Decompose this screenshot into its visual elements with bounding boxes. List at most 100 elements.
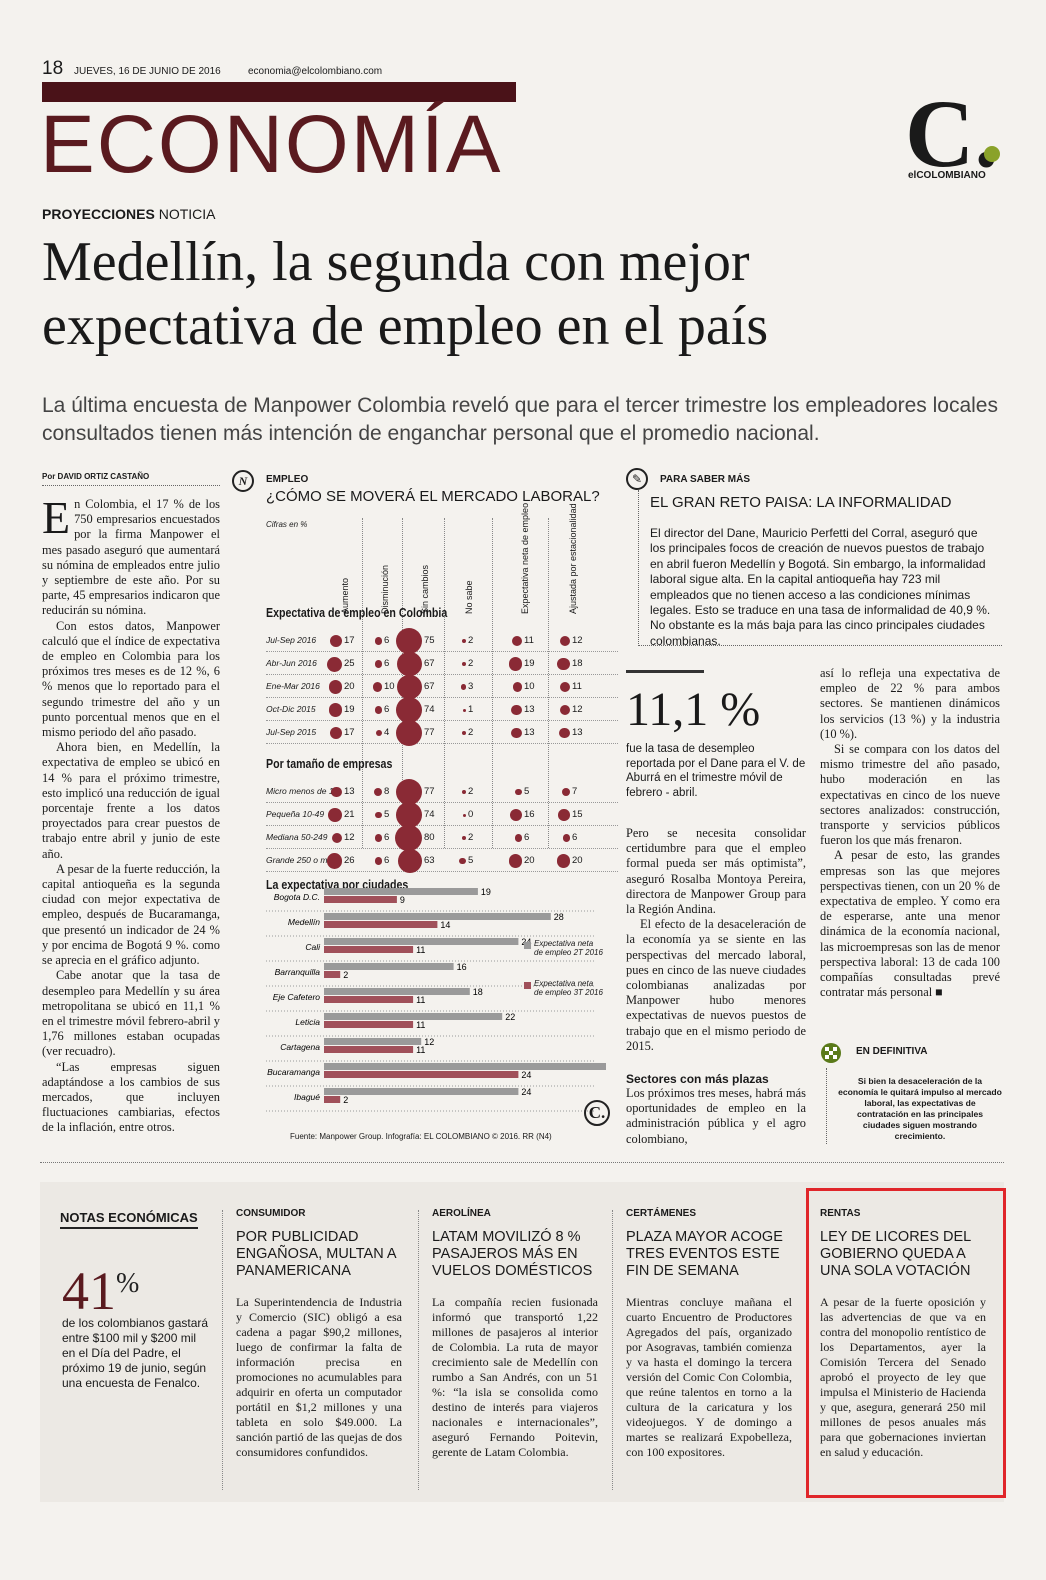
cell-value: 2	[468, 786, 474, 797]
column-header: Disminución	[378, 518, 392, 614]
note-kicker: RENTAS	[820, 1208, 861, 1219]
cell-value: 5	[524, 786, 530, 797]
cell-value: 5	[384, 809, 390, 820]
table-row: Jul-Sep 2016 17 6 75 2 11 12	[266, 628, 618, 654]
value-bubble	[460, 684, 466, 690]
legend-item: Expectativa neta de empleo 3T 2016	[534, 979, 603, 997]
value-bubble	[508, 854, 522, 868]
value-bubble	[512, 682, 522, 692]
value-bubble	[560, 682, 570, 692]
note-body: Mientras concluye mañana el cuarto Encue…	[626, 1295, 792, 1459]
city-label: Medellín	[288, 917, 320, 927]
kicker-bold: PROYECCIONES	[42, 206, 155, 222]
city-label: Ibagué	[294, 1092, 320, 1102]
cell-value: 20	[572, 855, 583, 866]
city-bar-value: 18	[473, 987, 483, 997]
stat-rule	[626, 670, 704, 673]
column-divider	[612, 1210, 613, 1490]
city-bar	[324, 1063, 606, 1070]
value-bubble	[374, 834, 382, 842]
table-row: Grande 250 o más 26 6 63 5 20 20	[266, 849, 618, 873]
column-separator	[362, 518, 363, 848]
cell-value: 18	[572, 658, 583, 669]
cell-value: 77	[424, 727, 435, 738]
city-label: Barranquilla	[275, 967, 321, 977]
cell-value: 12	[572, 704, 583, 715]
city-bar-value: 14	[440, 920, 450, 930]
city-bar	[324, 1021, 414, 1028]
cell-value: 6	[384, 704, 390, 715]
value-bubble	[461, 661, 466, 667]
divider	[40, 1162, 1004, 1163]
row-label: Jul-Sep 2015	[266, 727, 317, 737]
cell-value: 12	[572, 635, 583, 646]
cell-value: 80	[424, 832, 435, 843]
table-group-title: Expectativa de empleo en Colombia	[266, 606, 448, 620]
cell-value: 6	[572, 832, 578, 843]
newspaper-logo-name: elCOLOMBIANO	[908, 170, 986, 181]
cell-value: 74	[424, 809, 435, 820]
cell-value: 26	[344, 855, 355, 866]
sidebar-text: El director del Dane, Mauricio Perfetti …	[650, 526, 991, 648]
value-bubble	[373, 787, 382, 797]
value-bubble	[461, 835, 466, 841]
value-bubble	[461, 789, 466, 795]
value-bubble	[329, 726, 342, 740]
city-bar	[324, 1046, 414, 1053]
table-row: Oct-Dic 2015 19 6 74 1 13 12	[266, 697, 618, 723]
legend-label: Expectativa neta de empleo 2T 2016	[534, 939, 603, 957]
byline: Por DAVID ORTIZ CASTAÑO	[42, 472, 220, 486]
cell-value: 13	[524, 704, 535, 715]
value-bubble	[331, 786, 342, 798]
note-item: CONSUMIDOR POR PUBLICIDAD ENGAÑOSA, MULT…	[236, 1208, 402, 1460]
paragraph: Los próximos tres meses, habrá más oport…	[626, 1086, 806, 1146]
value-bubble	[328, 680, 342, 694]
compass-icon: N	[232, 470, 254, 492]
column-header-label: Ajustada por estacionalidad	[568, 503, 578, 614]
row-label: Grande 250 o más	[266, 855, 337, 865]
cell-value: 7	[572, 786, 578, 797]
conclusion-text: Si bien la desaceleración de la economía…	[838, 1076, 1002, 1141]
cell-value: 12	[344, 832, 355, 843]
notes-section	[40, 1182, 1004, 1502]
cell-value: 2	[468, 658, 474, 669]
cell-value: 19	[344, 704, 355, 715]
row-label: Abr-Jun 2016	[266, 658, 317, 668]
value-bubble	[396, 697, 422, 723]
legend-item: Expectativa neta de empleo 2T 2016	[534, 939, 603, 957]
page-date: JUEVES, 16 DE JUNIO DE 2016	[74, 66, 221, 77]
value-bubble	[397, 674, 422, 700]
cell-value: 63	[424, 855, 435, 866]
notes-title: NOTAS ECONÓMICAS	[60, 1210, 198, 1229]
employment-infographic: N EMPLEO ¿CÓMO SE MOVERÁ EL MERCADO LABO…	[232, 468, 618, 1148]
column-header: No sabe	[462, 518, 476, 614]
cell-value: 77	[424, 786, 435, 797]
note-item: RENTAS LEY DE LICORES DEL GOBIERNO QUEDA…	[820, 1208, 986, 1460]
logo-dot-icon	[984, 146, 1000, 162]
cell-value: 15	[572, 809, 583, 820]
value-bubble	[557, 657, 570, 671]
cell-value: 11	[572, 681, 582, 692]
sidebar-kicker: PARA SABER MÁS	[660, 474, 751, 485]
note-kicker: CERTÁMENES	[626, 1208, 697, 1219]
value-bubble	[459, 857, 466, 865]
infographic-kicker: EMPLEO	[266, 474, 309, 485]
city-bar	[324, 1071, 519, 1078]
cell-value: 20	[344, 681, 355, 692]
city-bar	[324, 1038, 422, 1045]
drop-cap: E	[42, 492, 71, 543]
value-bubble	[463, 813, 466, 817]
cell-value: 5	[468, 855, 474, 866]
row-label: Oct-Dic 2015	[266, 704, 316, 714]
column-divider	[222, 1210, 223, 1490]
value-bubble	[461, 730, 466, 736]
value-bubble	[512, 636, 522, 646]
value-bubble	[559, 635, 570, 647]
conclusion-box	[826, 1068, 1002, 1144]
city-bar	[324, 938, 519, 945]
value-bubble	[508, 657, 522, 671]
row-label: Micro menos de 10	[266, 786, 339, 796]
cell-value: 17	[344, 635, 355, 646]
